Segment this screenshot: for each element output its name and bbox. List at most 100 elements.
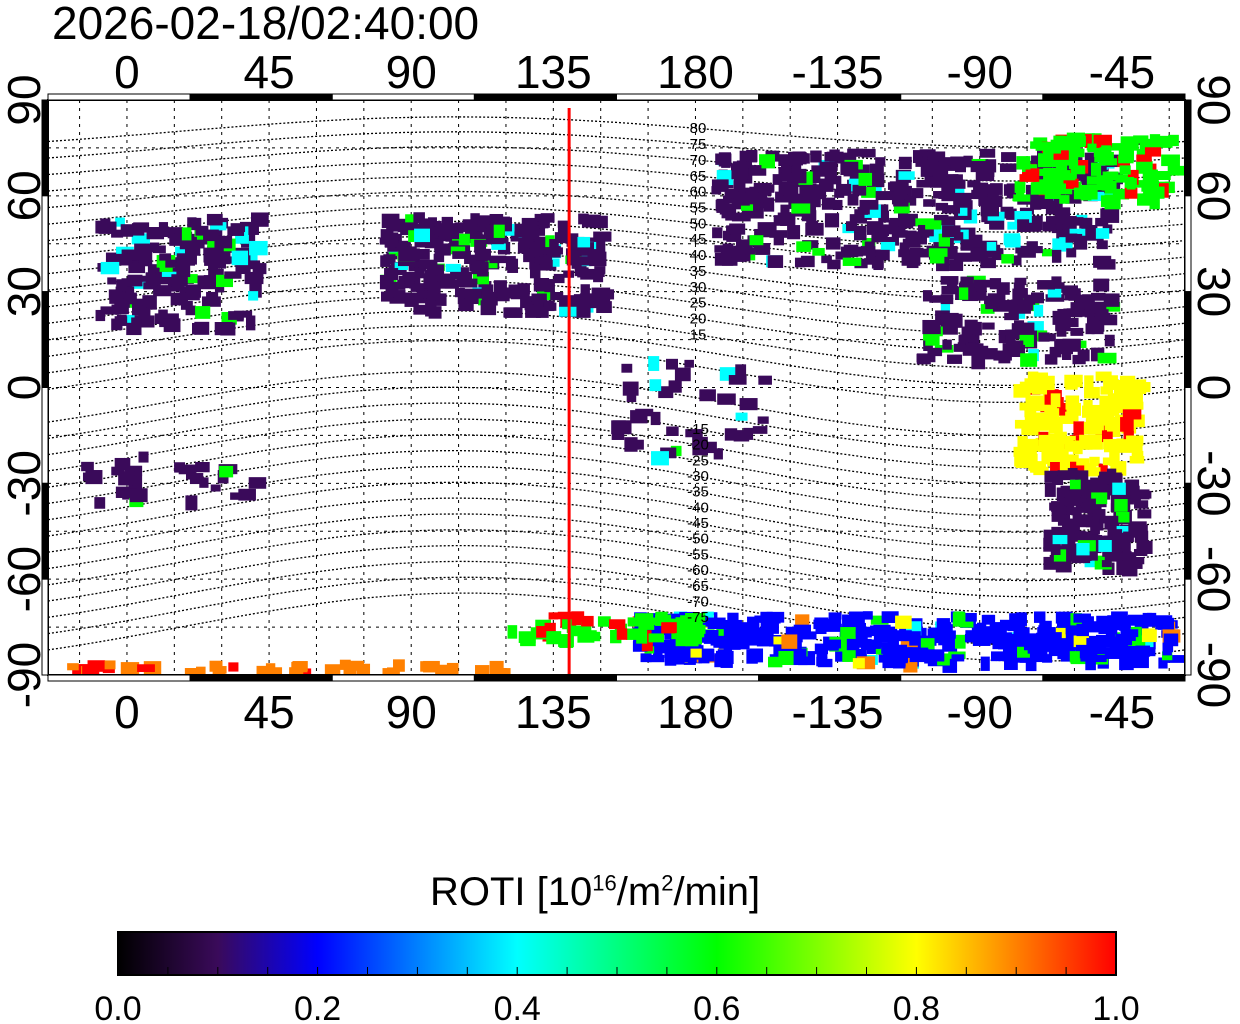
roti-pixel <box>812 247 825 256</box>
roti-pixel <box>1014 277 1027 286</box>
roti-pixel <box>1057 416 1076 424</box>
roti-pixel <box>741 205 760 217</box>
roti-pixel <box>1101 145 1112 159</box>
roti-pixel <box>1130 656 1149 669</box>
roti-pixel <box>1016 304 1031 314</box>
roti-pixel <box>220 322 236 336</box>
roti-pixel <box>936 219 949 230</box>
roti-pixel <box>733 178 746 190</box>
mag-lat-contour <box>48 449 1185 517</box>
roti-pixel <box>507 625 518 639</box>
roti-pixel <box>289 667 304 675</box>
roti-pixel <box>1147 612 1157 627</box>
roti-pixel <box>1017 646 1030 658</box>
roti-pixel <box>1118 444 1134 453</box>
roti-pixel <box>414 236 429 248</box>
roti-pixel <box>206 213 223 226</box>
mag-lat-contour <box>48 280 1185 335</box>
roti-pixel <box>1001 254 1014 264</box>
roti-pixel <box>958 335 969 345</box>
roti-pixel <box>946 282 958 294</box>
lon-axis-bar <box>473 674 617 682</box>
roti-pixel <box>1083 295 1095 310</box>
roti-pixel <box>1013 627 1030 638</box>
roti-pixel <box>466 231 483 244</box>
roti-pixel <box>1115 633 1133 646</box>
roti-pixel <box>1079 434 1093 450</box>
roti-pixel <box>658 386 674 399</box>
lat-tick-label-right: 0 <box>1188 375 1240 401</box>
mag-lat-label: -40 <box>687 499 709 516</box>
roti-pixel <box>1098 431 1113 443</box>
mag-lat-contour <box>48 265 1185 318</box>
roti-pixel <box>810 150 822 163</box>
roti-pixel <box>525 299 545 308</box>
roti-pixel <box>1020 353 1038 367</box>
roti-pixel <box>462 224 478 232</box>
roti-pixel <box>265 667 283 675</box>
roti-pixel <box>886 626 898 638</box>
roti-pixel <box>847 193 859 206</box>
roti-pixel <box>963 155 973 168</box>
roti-pixel <box>711 179 729 192</box>
roti-pixel <box>1122 485 1140 496</box>
roti-pixel <box>857 206 868 215</box>
roti-pixel <box>1017 219 1030 233</box>
roti-pixel <box>929 256 945 264</box>
roti-pixel <box>912 150 923 164</box>
roti-pixel <box>1070 485 1089 496</box>
lat-axis-bar <box>1184 578 1192 676</box>
roti-pixel <box>958 207 968 216</box>
roti-pixel <box>1064 437 1074 452</box>
roti-pixel <box>979 148 996 158</box>
roti-pixel <box>126 322 142 336</box>
roti-pixel <box>1021 425 1032 436</box>
roti-pixel <box>825 237 841 250</box>
roti-pixel <box>1099 515 1119 524</box>
roti-pixel <box>758 631 773 644</box>
roti-pixel <box>668 380 682 393</box>
roti-pixel <box>905 230 917 242</box>
roti-pixel <box>653 644 663 658</box>
roti-pixel <box>1031 292 1045 304</box>
roti-pixel <box>158 276 176 285</box>
roti-pixel <box>1096 615 1111 625</box>
roti-pixel <box>898 171 915 180</box>
mag-lat-label: -70 <box>687 593 709 610</box>
lon-tick-label-top: 90 <box>386 46 437 98</box>
roti-pixel <box>1126 435 1144 446</box>
roti-pixel <box>871 232 888 243</box>
roti-pixel <box>481 291 497 304</box>
roti-pixel <box>170 292 189 306</box>
roti-pixel <box>134 243 150 258</box>
roti-pixel <box>950 156 964 169</box>
roti-pixel <box>1054 448 1069 459</box>
roti-pixel <box>861 186 876 198</box>
roti-pixel <box>1015 245 1029 254</box>
roti-pixel <box>491 216 510 226</box>
lat-tick-label-left: -90 <box>0 642 50 708</box>
roti-pixel <box>794 257 806 268</box>
roti-pixel <box>1111 472 1122 485</box>
roti-pixel <box>505 256 516 271</box>
mag-lat-label: 80 <box>690 120 707 137</box>
roti-pixel <box>165 259 176 268</box>
roti-pixel <box>901 254 921 266</box>
roti-pixel <box>816 656 828 667</box>
roti-pixel <box>898 156 912 170</box>
roti-pixel <box>611 431 625 440</box>
roti-pixel <box>1014 211 1032 223</box>
roti-pixel <box>176 253 195 266</box>
roti-pixel <box>1101 560 1112 568</box>
roti-pixel <box>769 230 788 238</box>
roti-pixel <box>1044 354 1058 365</box>
roti-pixel <box>1072 354 1086 365</box>
roti-pixel <box>1086 229 1104 241</box>
roti-pixel <box>1065 193 1082 204</box>
roti-pixel <box>1019 652 1030 663</box>
roti-pixel <box>1050 393 1061 408</box>
roti-pixel <box>256 665 269 675</box>
roti-pixel <box>787 225 801 240</box>
roti-pixel <box>1071 552 1091 564</box>
roti-pixel <box>824 623 842 632</box>
